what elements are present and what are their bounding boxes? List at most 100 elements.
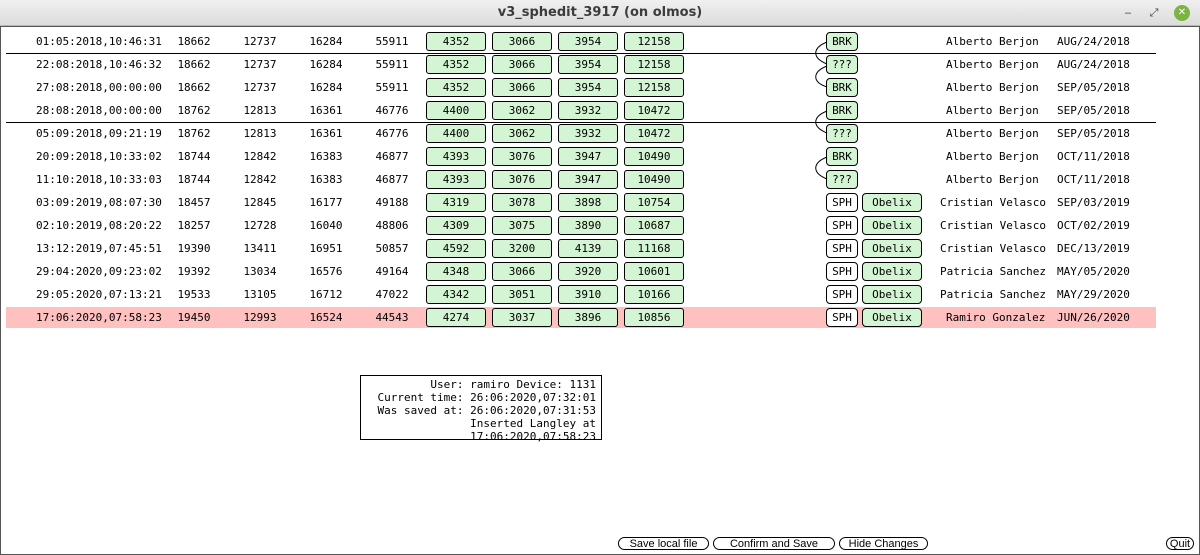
value-box-v3[interactable]: 3898 [558,193,618,212]
value-box-v1[interactable]: 4352 [426,78,486,97]
cell-date: SEP/05/2018 [1057,81,1130,94]
instrument-tag[interactable]: Obelix [862,239,922,258]
value-box-v3[interactable]: 3932 [558,124,618,143]
value-box-v1[interactable]: 4274 [426,308,486,327]
value-box-v4[interactable]: 12158 [624,32,684,51]
confirm-and-save-button[interactable]: Confirm and Save [713,537,835,550]
value-box-v4[interactable]: 12158 [624,78,684,97]
value-box-v4[interactable]: 12158 [624,55,684,74]
value-box-v2[interactable]: 3066 [492,55,552,74]
value-box-v3[interactable]: 3910 [558,285,618,304]
status-tag[interactable]: SPH [826,216,858,235]
value-box-v2[interactable]: 3066 [492,32,552,51]
value-box-v2[interactable]: 3075 [492,216,552,235]
table-row[interactable]: 28:08:2018,00:00:00 18762 12813 16361 46776 4… [6,100,1156,121]
value-box-v3[interactable]: 4139 [558,239,618,258]
table-row[interactable]: 02:10:2019,08:20:22 18257 12728 16040 48806 4… [6,215,1156,236]
value-box-v4[interactable]: 10687 [624,216,684,235]
status-tag[interactable]: BRK [826,32,858,51]
status-tag[interactable]: ??? [826,170,858,189]
cell-c: 16284 [309,35,343,48]
table-row[interactable]: 20:09:2018,10:33:02 18744 12842 16383 46877 4… [6,146,1156,167]
status-tag[interactable]: SPH [826,239,858,258]
value-box-v3[interactable]: 3947 [558,147,618,166]
table-row[interactable]: 29:04:2020,09:23:02 19392 13034 16576 49164 4… [6,261,1156,282]
value-box-v3[interactable]: 3890 [558,216,618,235]
value-box-v2[interactable]: 3076 [492,170,552,189]
status-tag[interactable]: SPH [826,262,858,281]
status-tag[interactable]: BRK [826,101,858,120]
value-box-v1[interactable]: 4393 [426,170,486,189]
instrument-tag[interactable]: Obelix [862,216,922,235]
value-box-v1[interactable]: 4352 [426,55,486,74]
save-local-file-button[interactable]: Save local file [618,537,709,550]
cell-d: 44543 [375,311,409,324]
instrument-tag[interactable]: Obelix [862,308,922,327]
value-box-v2[interactable]: 3066 [492,78,552,97]
value-box-v3[interactable]: 3947 [558,170,618,189]
value-box-v1[interactable]: 4352 [426,32,486,51]
table-row[interactable]: 13:12:2019,07:45:51 19390 13411 16951 50857 4… [6,238,1156,259]
value-box-v4[interactable]: 10601 [624,262,684,281]
value-box-v1[interactable]: 4348 [426,262,486,281]
value-box-v4[interactable]: 10472 [624,101,684,120]
value-box-v4[interactable]: 11168 [624,239,684,258]
table-row[interactable]: 17:06:2020,07:58:23 19450 12993 16524 44543 4… [6,307,1156,328]
minimize-icon[interactable]: ‒ [1124,6,1132,19]
status-tag[interactable]: SPH [826,193,858,212]
table-row[interactable]: 05:09:2018,09:21:19 18762 12813 16361 46776 4… [6,123,1156,144]
value-box-v2[interactable]: 3062 [492,101,552,120]
table-row[interactable]: 11:10:2018,10:33:03 18744 12842 16383 46877 4… [6,169,1156,190]
cell-d: 46776 [375,104,409,117]
close-icon[interactable]: ✕ [1174,5,1190,21]
value-box-v1[interactable]: 4342 [426,285,486,304]
value-box-v2[interactable]: 3037 [492,308,552,327]
status-tag[interactable]: SPH [826,308,858,327]
status-tag[interactable]: BRK [826,78,858,97]
status-tag[interactable]: ??? [826,124,858,143]
value-box-v1[interactable]: 4400 [426,124,486,143]
value-box-v1[interactable]: 4393 [426,147,486,166]
instrument-tag[interactable]: Obelix [862,262,922,281]
value-box-v2[interactable]: 3066 [492,262,552,281]
value-box-v1[interactable]: 4592 [426,239,486,258]
hide-changes-button[interactable]: Hide Changes [839,537,928,550]
value-box-v4[interactable]: 10166 [624,285,684,304]
info-current-time: Current time: 26:06:2020,07:32:01 [377,391,596,404]
value-box-v2[interactable]: 3051 [492,285,552,304]
status-tag[interactable]: SPH [826,285,858,304]
value-box-v1[interactable]: 4309 [426,216,486,235]
table-row[interactable]: 27:08:2018,00:00:00 18662 12737 16284 55911 4… [6,77,1156,98]
value-box-v3[interactable]: 3920 [558,262,618,281]
value-box-v2[interactable]: 3062 [492,124,552,143]
instrument-tag[interactable]: Obelix [862,193,922,212]
table-row[interactable]: 29:05:2020,07:13:21 19533 13105 16712 47022 4… [6,284,1156,305]
status-tag[interactable]: BRK [826,147,858,166]
table-row[interactable]: 03:09:2019,08:07:30 18457 12845 16177 49188 4… [6,192,1156,213]
value-box-v1[interactable]: 4400 [426,101,486,120]
value-box-v2[interactable]: 3078 [492,193,552,212]
value-box-v4[interactable]: 10490 [624,147,684,166]
value-box-v2[interactable]: 3076 [492,147,552,166]
cell-b: 12993 [243,311,277,324]
cell-timestamp: 03:09:2019,08:07:30 [36,196,162,209]
cell-c: 16177 [309,196,343,209]
value-box-v4[interactable]: 10490 [624,170,684,189]
value-box-v3[interactable]: 3896 [558,308,618,327]
value-box-v4[interactable]: 10754 [624,193,684,212]
table-row[interactable]: 22:08:2018,10:46:32 18662 12737 16284 55911 4… [6,54,1156,75]
value-box-v2[interactable]: 3200 [492,239,552,258]
value-box-v3[interactable]: 3954 [558,78,618,97]
value-box-v3[interactable]: 3932 [558,101,618,120]
value-box-v3[interactable]: 3954 [558,55,618,74]
value-box-v3[interactable]: 3954 [558,32,618,51]
cell-user: Patricia Sanchez [940,288,1046,301]
instrument-tag[interactable]: Obelix [862,285,922,304]
value-box-v4[interactable]: 10856 [624,308,684,327]
maximize-icon[interactable]: ⤢ [1149,6,1159,19]
table-row[interactable]: 01:05:2018,10:46:31 18662 12737 16284 55911 4… [6,31,1156,52]
value-box-v4[interactable]: 10472 [624,124,684,143]
value-box-v1[interactable]: 4319 [426,193,486,212]
quit-button[interactable]: Quit [1166,537,1194,550]
status-tag[interactable]: ??? [826,55,858,74]
